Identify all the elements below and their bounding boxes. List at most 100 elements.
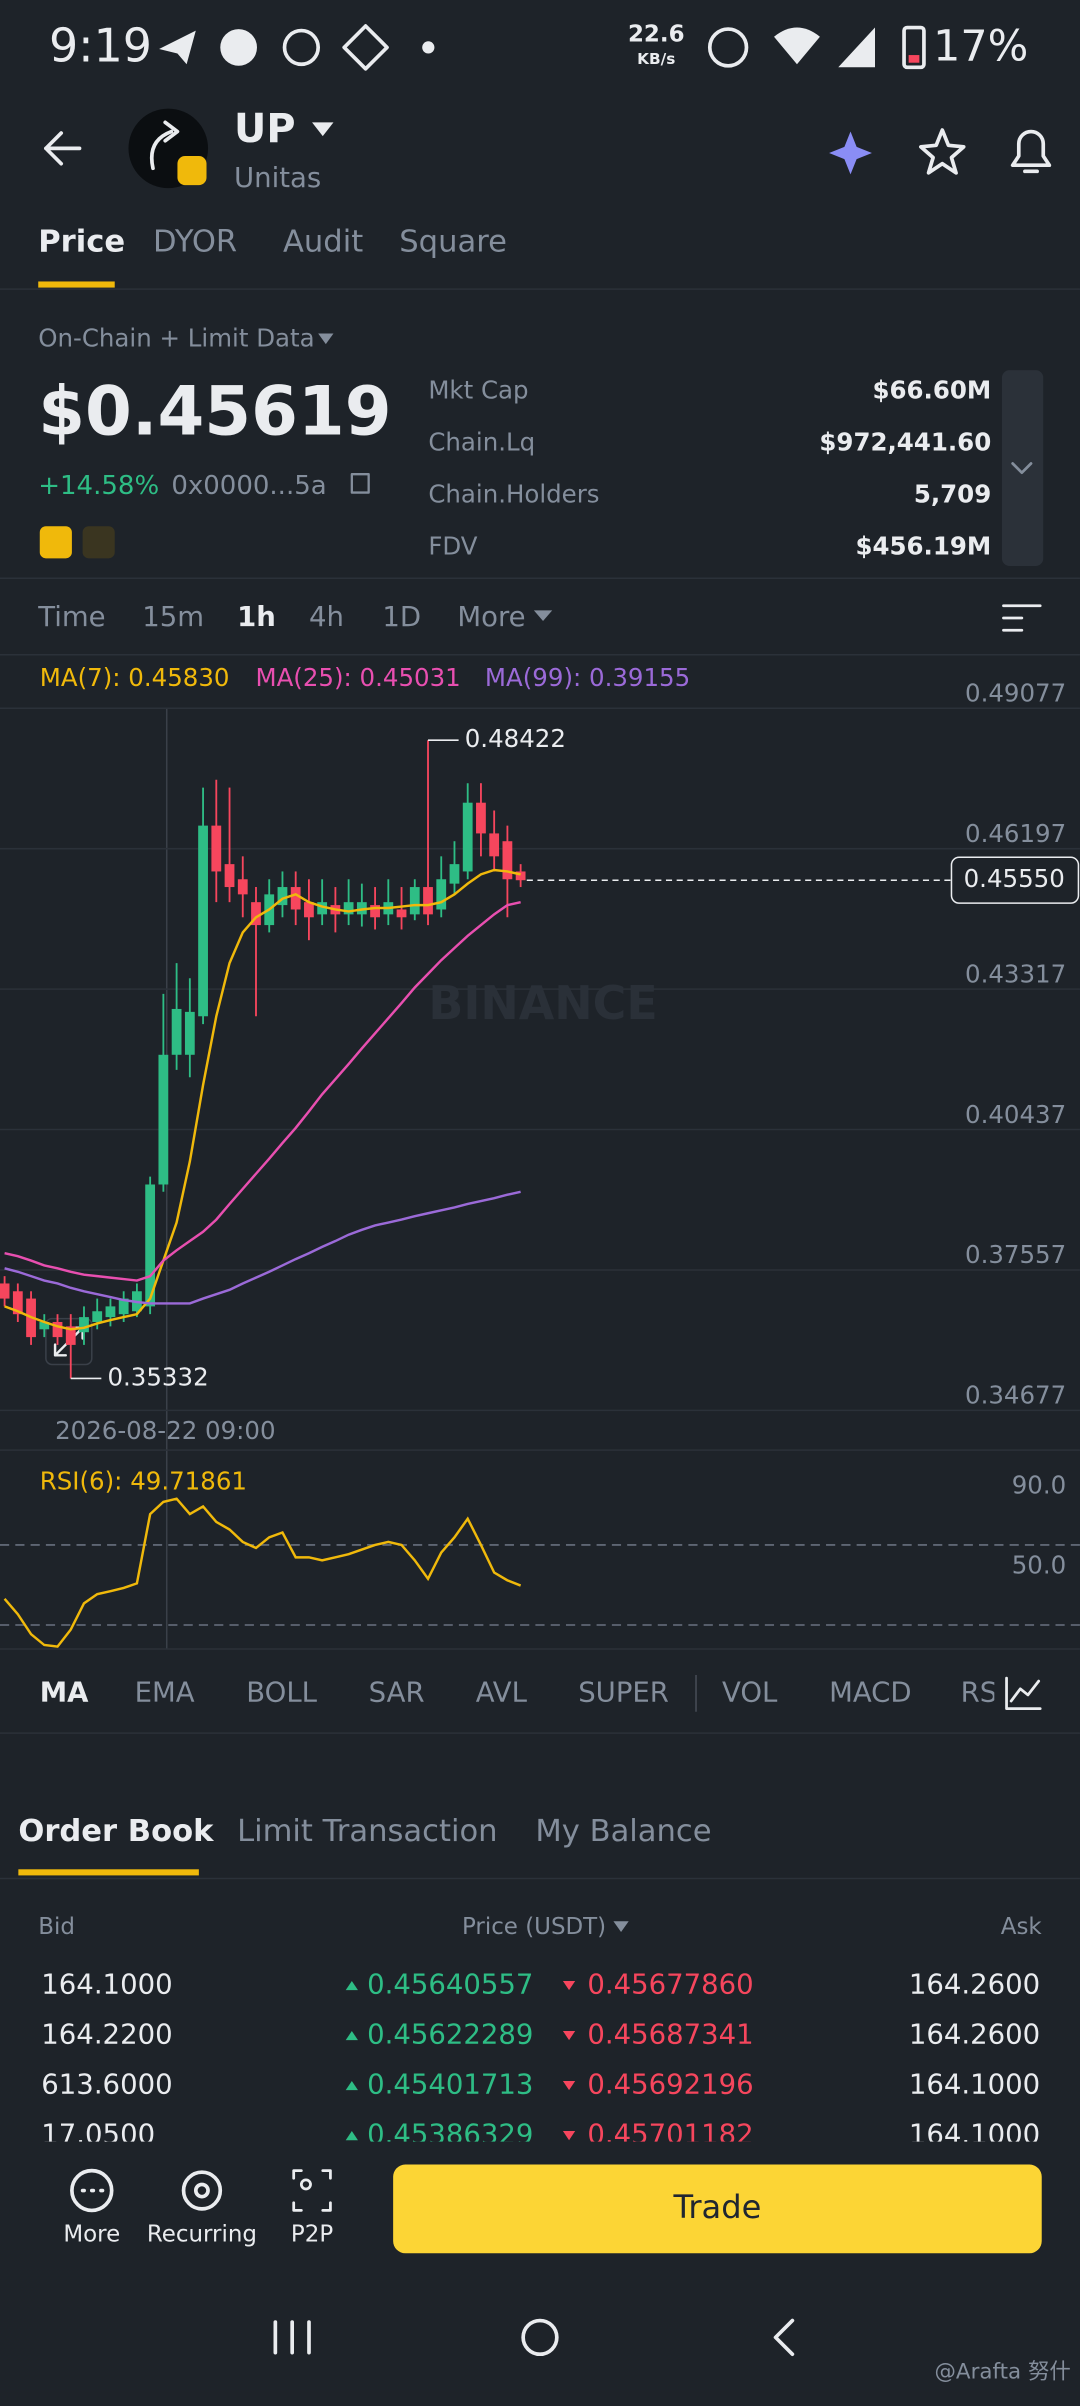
badge bbox=[39, 526, 72, 559]
candle-body bbox=[52, 1321, 63, 1338]
nav-home[interactable] bbox=[521, 2318, 559, 2357]
tab[interactable]: Square bbox=[399, 225, 507, 260]
indicator[interactable]: MACD bbox=[829, 1676, 911, 1708]
indicator[interactable]: MA bbox=[40, 1676, 89, 1708]
bid-price: 0.45622289 bbox=[367, 2019, 533, 2051]
symbol-dropdown[interactable] bbox=[312, 122, 334, 137]
legend-entry: MA(99): 0.39155 bbox=[485, 663, 690, 692]
battery-percent: 17% bbox=[933, 21, 1028, 71]
timeframe[interactable]: 4h bbox=[309, 601, 344, 633]
ask-amount: 164.2600 bbox=[909, 2019, 1040, 2051]
candle-body bbox=[449, 864, 460, 884]
bid-amount: 17.0500 bbox=[41, 2119, 155, 2151]
order-tab[interactable]: Order Book bbox=[18, 1814, 214, 1849]
timeframe[interactable]: More bbox=[457, 601, 525, 633]
timeframe[interactable]: Time bbox=[37, 601, 105, 633]
action-label[interactable]: Recurring bbox=[147, 2221, 257, 2247]
down-arrow bbox=[562, 1980, 576, 1991]
battery-icon bbox=[902, 25, 926, 70]
bid-amount: 613.6000 bbox=[41, 2069, 172, 2101]
logo-mark bbox=[149, 120, 180, 171]
candle-body bbox=[343, 902, 354, 915]
more-dropdown[interactable] bbox=[533, 610, 553, 622]
chevron bbox=[1011, 462, 1033, 475]
price-dropdown[interactable] bbox=[613, 1921, 629, 1933]
indicator[interactable]: SAR bbox=[369, 1676, 425, 1708]
ask-amount: 164.2600 bbox=[909, 1969, 1040, 2001]
indicator-settings[interactable] bbox=[1005, 1676, 1042, 1711]
more-icon bbox=[70, 2168, 114, 2213]
contract-address: 0x0000...5a bbox=[171, 471, 326, 501]
legend-entry: MA(7): 0.45830 bbox=[40, 663, 230, 692]
nav-recents[interactable] bbox=[273, 2320, 311, 2355]
rsi-line bbox=[3, 1497, 522, 1648]
p2p-icon bbox=[292, 2169, 332, 2212]
tab[interactable]: Audit bbox=[283, 225, 363, 260]
indicator[interactable]: VOL bbox=[722, 1676, 778, 1708]
column-header[interactable]: Price (USDT) bbox=[462, 1914, 606, 1940]
ma-line bbox=[4, 900, 521, 1282]
up-arrow bbox=[345, 2131, 358, 2141]
stats-expand[interactable] bbox=[1001, 370, 1044, 566]
tab-indicator bbox=[18, 1869, 199, 1876]
bid-amount: 164.1000 bbox=[41, 1969, 172, 2001]
symbol[interactable]: UP bbox=[234, 106, 295, 152]
candle-body bbox=[515, 871, 526, 881]
alert-button[interactable] bbox=[1010, 129, 1052, 174]
copy-button[interactable] bbox=[350, 473, 370, 494]
stat-value: $972,441.60 bbox=[819, 428, 991, 457]
stat-label: Mkt Cap bbox=[428, 376, 528, 405]
order-tab[interactable]: Limit Transaction bbox=[237, 1814, 497, 1849]
stat-label: FDV bbox=[428, 532, 477, 561]
candle-body bbox=[92, 1311, 103, 1322]
timeframe[interactable]: 15m bbox=[142, 601, 204, 633]
indicator[interactable]: RSI bbox=[961, 1676, 1006, 1708]
tab-indicator bbox=[38, 281, 115, 288]
favorite-button[interactable] bbox=[919, 128, 966, 175]
rsi-tick-label: 50.0 bbox=[1012, 1551, 1066, 1580]
action-label[interactable]: P2P bbox=[291, 2221, 333, 2247]
indicator[interactable]: AVL bbox=[476, 1676, 528, 1708]
action-label[interactable]: More bbox=[63, 2221, 120, 2247]
dnd-icon bbox=[707, 27, 749, 68]
recurring-icon bbox=[181, 2170, 223, 2211]
up-arrow bbox=[345, 2030, 358, 2041]
data-source[interactable]: On-Chain + Limit Data bbox=[38, 324, 314, 353]
bid-price: 0.45401713 bbox=[367, 2069, 533, 2101]
chart-settings[interactable] bbox=[1002, 604, 1042, 632]
chart-watermark: BINANCE bbox=[428, 976, 657, 1030]
tab[interactable]: DYOR bbox=[153, 225, 237, 260]
timeframe[interactable]: 1h bbox=[237, 601, 276, 633]
last-price-label: 0.45550 bbox=[964, 864, 1065, 893]
trade-button[interactable] bbox=[393, 2164, 1042, 2254]
timeframe[interactable]: 1D bbox=[382, 601, 421, 633]
indicator[interactable]: EMA bbox=[135, 1676, 195, 1708]
rsi-legend: RSI(6): 49.71861 bbox=[40, 1466, 247, 1495]
bid-price: 0.45386329 bbox=[367, 2119, 533, 2151]
y-tick-label: 0.37557 bbox=[965, 1240, 1066, 1269]
candle-body bbox=[211, 825, 222, 872]
trade-label[interactable]: Trade bbox=[672, 2188, 761, 2226]
indicator[interactable]: SUPER bbox=[578, 1676, 669, 1708]
ai-button[interactable] bbox=[829, 131, 872, 175]
down-arrow bbox=[562, 2030, 576, 2041]
wifi-icon bbox=[774, 27, 820, 65]
nav-back[interactable] bbox=[773, 2318, 795, 2357]
token-name: Unitas bbox=[234, 162, 321, 194]
binance-icon bbox=[342, 24, 389, 71]
column-header: Ask bbox=[1001, 1914, 1043, 1940]
indicator[interactable]: BOLL bbox=[246, 1676, 317, 1708]
candle-body bbox=[184, 1011, 195, 1055]
status-time: 9:19 bbox=[49, 18, 152, 72]
back-button[interactable] bbox=[44, 131, 82, 166]
last-price-box bbox=[950, 856, 1080, 904]
candle-body bbox=[370, 905, 380, 918]
tab[interactable]: Price bbox=[38, 225, 125, 260]
candle-body bbox=[39, 1321, 50, 1330]
ask-price: 0.45701182 bbox=[587, 2119, 753, 2151]
signal-icon bbox=[838, 27, 875, 68]
ask-price: 0.45677860 bbox=[587, 1969, 753, 2001]
price-change: +14.58% bbox=[38, 471, 159, 501]
source-dropdown[interactable] bbox=[318, 333, 334, 345]
order-tab[interactable]: My Balance bbox=[535, 1814, 711, 1849]
